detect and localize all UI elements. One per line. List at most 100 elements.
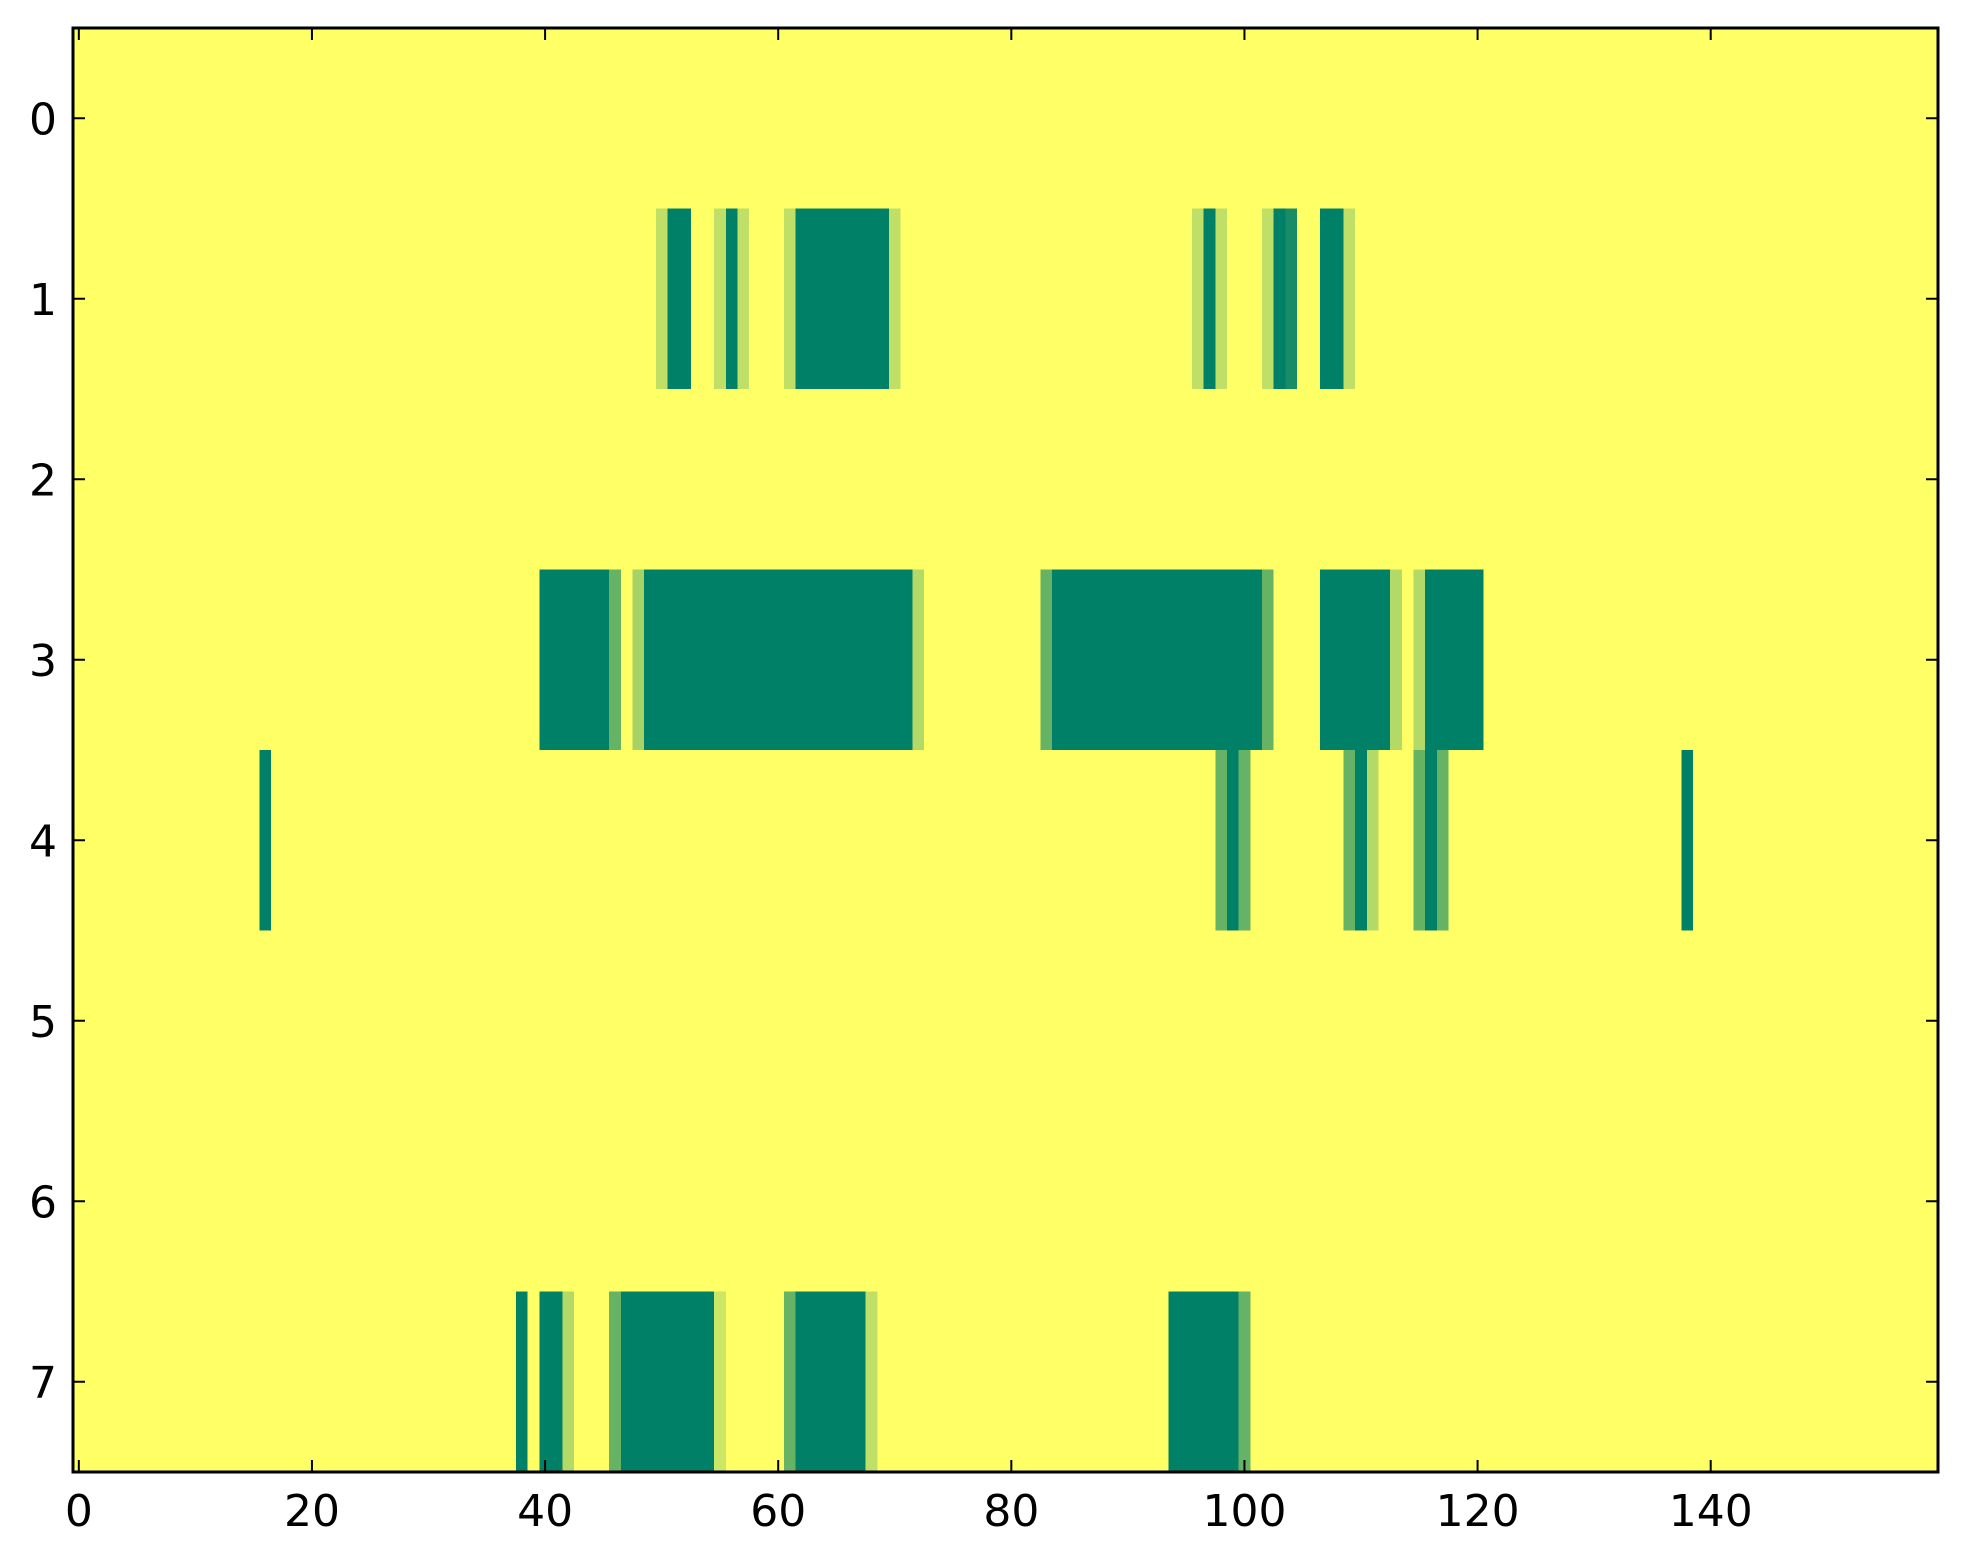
heatmap-cell (492, 28, 505, 210)
heatmap-cell (970, 1111, 983, 1293)
heatmap-cell (154, 930, 167, 1112)
heatmap-cell (1425, 389, 1438, 571)
heatmap-cell (842, 389, 855, 571)
heatmap-cell (877, 1111, 890, 1293)
heatmap-cell (271, 930, 284, 1112)
y-tick-label: 7 (29, 1358, 57, 1409)
heatmap-cell (947, 208, 960, 390)
heatmap-cell (1448, 569, 1461, 751)
heatmap-cell (1215, 1111, 1228, 1293)
heatmap-cell (679, 1291, 692, 1473)
heatmap-cell (1716, 28, 1729, 210)
heatmap-cell (131, 1291, 144, 1473)
heatmap-cell (446, 750, 459, 932)
heatmap-cell (154, 28, 167, 210)
heatmap-cell (1250, 1111, 1263, 1293)
heatmap-cell (1903, 1111, 1916, 1293)
heatmap-cell (352, 389, 366, 571)
heatmap-cell (842, 208, 855, 390)
heatmap-cell (1203, 1291, 1216, 1473)
heatmap-cell (1576, 1111, 1589, 1293)
heatmap-cell (1261, 389, 1275, 571)
heatmap-cell (1903, 1291, 1916, 1473)
heatmap-cell (294, 208, 307, 390)
y-tick-label: 2 (29, 455, 57, 506)
heatmap-cell (84, 750, 97, 932)
heatmap-cell (562, 1291, 575, 1473)
heatmap-cell (131, 930, 144, 1112)
heatmap-cell (993, 1111, 1007, 1293)
heatmap-cell (1891, 208, 1904, 390)
heatmap-cell (1798, 389, 1811, 571)
heatmap-cell (1378, 1291, 1391, 1473)
heatmap-cell (469, 28, 482, 210)
heatmap-cell (294, 930, 307, 1112)
heatmap-cell (364, 750, 377, 932)
heatmap-cell (923, 1291, 937, 1473)
heatmap-cell (1052, 28, 1065, 210)
heatmap-cell (714, 750, 727, 932)
heatmap-cell (1798, 28, 1811, 210)
heatmap-cell (1401, 28, 1415, 210)
heatmap-cell (819, 930, 832, 1112)
heatmap-cell (1168, 28, 1181, 210)
heatmap-cell (142, 569, 156, 751)
heatmap-cell (480, 569, 494, 751)
heatmap-cell (597, 750, 610, 932)
heatmap-cell (807, 1111, 820, 1293)
heatmap-cell (329, 569, 342, 751)
heatmap-cell (632, 208, 645, 390)
heatmap-cell (1599, 389, 1613, 571)
heatmap-cell (84, 930, 97, 1112)
heatmap-cell (1378, 1111, 1391, 1293)
heatmap-cell (912, 750, 925, 932)
heatmap-cell (1681, 389, 1694, 571)
heatmap-cell (1868, 389, 1881, 571)
heatmap-cell (271, 389, 284, 571)
heatmap-cell (1541, 569, 1554, 751)
heatmap-cell (1052, 389, 1065, 571)
heatmap-cell (1203, 208, 1216, 390)
heatmap-cell (1355, 208, 1368, 390)
heatmap-cell (1366, 28, 1380, 210)
heatmap-cell (900, 1111, 913, 1293)
heatmap-cell (131, 208, 144, 390)
heatmap-cell (480, 28, 494, 210)
heatmap-cell (1844, 1291, 1858, 1473)
heatmap-cell (690, 750, 704, 932)
heatmap-cell (993, 28, 1007, 210)
heatmap-cell (1331, 1111, 1345, 1293)
heatmap-cell (1436, 1291, 1450, 1473)
heatmap-cell (1052, 208, 1065, 390)
heatmap-cell (1681, 930, 1694, 1112)
heatmap-cell (1728, 930, 1741, 1112)
heatmap-cell (317, 569, 331, 751)
heatmap-cell (1658, 930, 1671, 1112)
heatmap-cell (877, 208, 890, 390)
heatmap-cell (131, 750, 144, 932)
heatmap-cell (259, 569, 272, 751)
heatmap-cell (1098, 389, 1112, 571)
heatmap-cell (329, 28, 342, 210)
heatmap-cell (795, 1111, 808, 1293)
heatmap-cell (1320, 930, 1333, 1112)
heatmap-cell (1401, 389, 1415, 571)
heatmap-cell (679, 208, 692, 390)
heatmap-cell (1681, 750, 1694, 932)
heatmap-cell (655, 208, 669, 390)
heatmap-cell (1296, 1111, 1310, 1293)
heatmap-cell (469, 750, 482, 932)
heatmap-cell (853, 930, 867, 1112)
heatmap-cell (1599, 750, 1613, 932)
heatmap-cell (1192, 930, 1205, 1112)
heatmap-cell (1483, 1111, 1496, 1293)
heatmap-cell (1413, 930, 1426, 1112)
heatmap-cell (807, 208, 820, 390)
heatmap-cell (1833, 750, 1846, 932)
heatmap-cell (1192, 28, 1205, 210)
heatmap-cell (201, 389, 214, 571)
heatmap-cell (982, 389, 995, 571)
heatmap-cell (1693, 1291, 1706, 1473)
heatmap-cell (341, 208, 354, 390)
heatmap-cell (1285, 28, 1298, 210)
